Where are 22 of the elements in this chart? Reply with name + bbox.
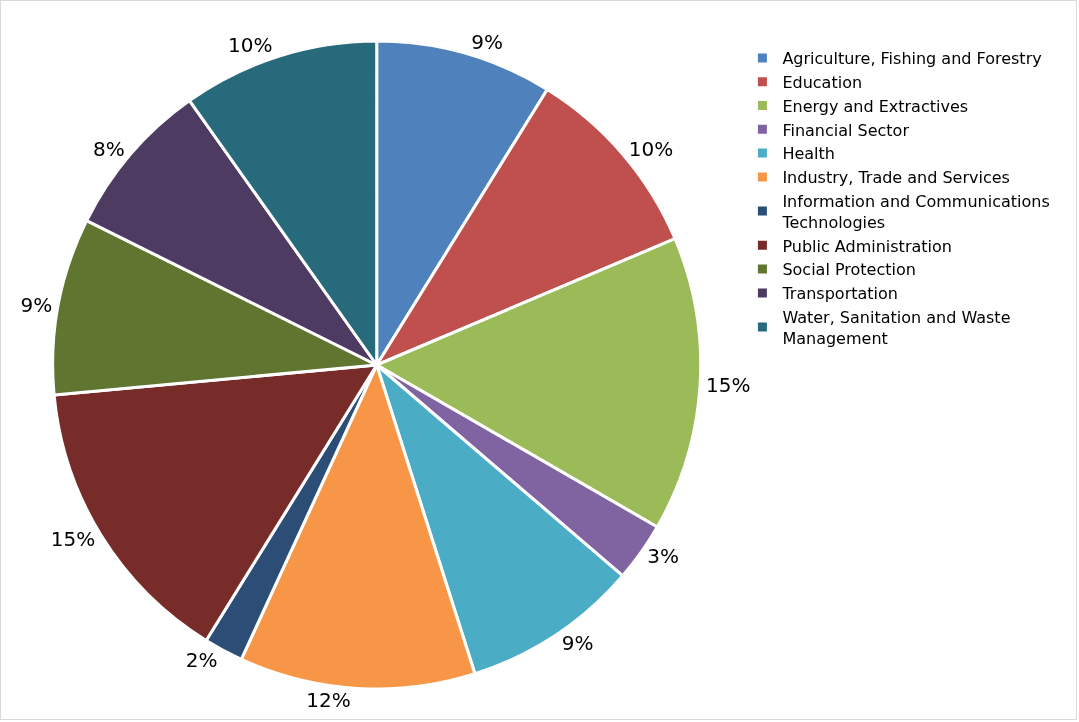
legend-label: Education (782, 72, 863, 92)
legend-label: Industry, Trade and Services (782, 168, 1010, 188)
legend-label: Information and Communications Technologies (781, 191, 1050, 232)
legend-label: Financial Sector (782, 120, 910, 140)
legend-label: Transportation (781, 284, 898, 304)
data-label: 15% (706, 372, 751, 397)
data-label: 8% (92, 137, 125, 162)
data-label: 3% (647, 544, 679, 569)
data-label: 9% (471, 30, 504, 55)
data-label: 2% (185, 647, 218, 672)
legend-label: Energy and Extractives (782, 96, 969, 116)
data-label: 12% (306, 688, 351, 713)
legend-label: Water, Sanitation and Waste Management (782, 307, 1011, 348)
data-label: 9% (20, 293, 53, 318)
data-label: 15% (50, 526, 96, 551)
data-label: 10% (228, 33, 273, 58)
legend-label: Health (782, 144, 835, 164)
legend-label: Public Administration (782, 236, 952, 256)
data-label: 9% (561, 631, 594, 656)
data-label: 10% (628, 137, 674, 162)
legend-label: Agriculture, Fishing and Forestry (782, 49, 1042, 69)
legend-label: Social Protection (782, 260, 916, 280)
